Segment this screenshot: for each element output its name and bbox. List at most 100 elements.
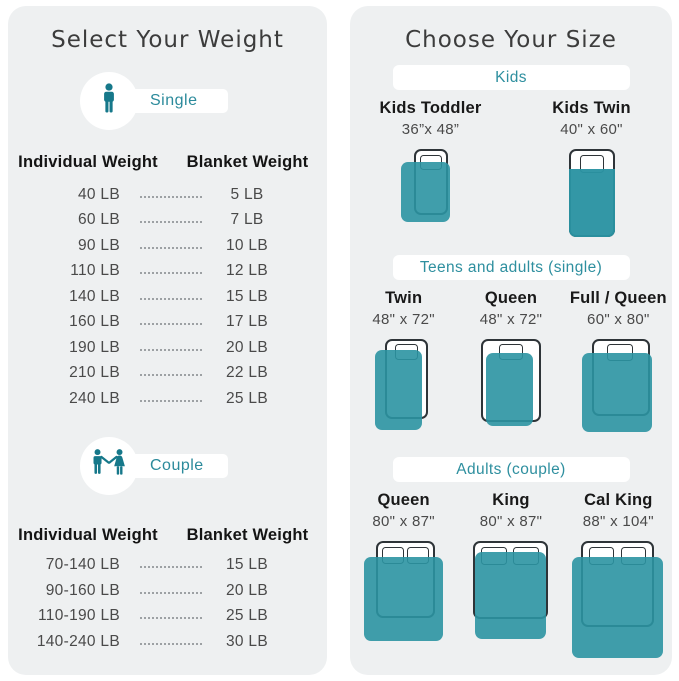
blanket [582,353,653,432]
individual-weight-value: 90 LB [77,236,120,254]
individual-weight-value: 60 LB [77,211,120,229]
table-row: 190 LB 20 LB [8,335,327,361]
bed-illustration [511,149,672,245]
size-dimensions: 36”x 48” [401,121,460,138]
table-row: 210 LB 22 LB [8,361,327,387]
blanket-weight-value: 10 LB [225,236,268,254]
blanket-weight-value: 5 LB [230,185,264,203]
bed-illustration [350,541,457,663]
weight-panel: Select Your Weight Single Individual Wei… [8,6,327,675]
dotted-leader [140,607,202,620]
individual-weight-value: 40 LB [77,185,120,203]
table-row: 90-160 LB 20 LB [8,578,327,604]
size-card-king: King 80" x 87" [457,491,564,663]
blanket-weight-header: Blanket Weight [186,153,309,171]
blanket [568,169,615,237]
bed-illustration [565,339,672,435]
dotted-leader [140,288,202,300]
individual-weight-value: 140-240 LB [36,632,120,650]
size-name: Queen [484,289,538,307]
table-row: 110 LB 12 LB [8,259,327,285]
dotted-leader [140,237,202,249]
size-card-queen-couple: Queen 80" x 87" [350,491,457,663]
dotted-leader [140,339,202,351]
size-name: Queen [377,491,430,509]
individual-weight-header: Individual Weight [18,153,158,171]
bed-illustration [565,541,672,663]
couple-size-cards: Queen 80" x 87" King 80" x 87" Cal King … [350,491,672,663]
size-card-twin: Twin 48" x 72" [350,289,457,435]
size-dimensions: 48" x 72" [372,311,435,328]
couple-weight-table: 70-140 LB 15 LB 90-160 LB 20 LB 110-190 LB… [8,553,327,655]
size-dimensions: 60" x 80" [587,311,650,328]
dotted-leader [140,211,202,224]
single-person-icon [96,82,122,120]
size-card-kids-toddler: Kids Toddler 36”x 48” [350,99,511,245]
blanket [363,557,443,641]
blanket-weight-value: 15 LB [225,556,268,574]
couple-label: Couple [126,453,228,478]
table-row: 160 LB 17 LB [8,310,327,336]
table-row: 140 LB 15 LB [8,284,327,310]
individual-weight-value: 140 LB [69,287,120,305]
single-badge: Single [8,72,327,130]
single-size-cards: Twin 48" x 72" Queen 48" x 72" Full / Qu… [350,289,672,435]
dotted-leader [140,186,202,198]
weight-panel-title: Select Your Weight [51,27,284,53]
size-dimensions: 80" x 87" [372,513,435,530]
size-dimensions: 88" x 104" [582,513,654,530]
blanket-weight-value: 20 LB [225,581,268,599]
size-card-cal-king: Cal King 88" x 104" [565,491,672,663]
couple-table-header: Individual Weight Blanket Weight [8,526,327,545]
dotted-leader [140,556,202,569]
table-row: 70-140 LB 15 LB [8,553,327,579]
kids-banner: Kids [392,65,630,90]
single-table-header: Individual Weight Blanket Weight [8,153,327,172]
kids-size-cards: Kids Toddler 36”x 48” Kids Twin 40" x 60… [350,99,672,245]
size-panel: Choose Your Size Kids Kids Toddler 36”x … [350,6,672,675]
single-weight-table: 40 LB 5 LB 60 LB 7 LB 90 LB 10 LB 110 LB 12 … [8,182,327,412]
table-row: 90 LB 10 LB [8,233,327,259]
adults-couple-banner: Adults (couple) [392,457,630,482]
dotted-leader [140,633,202,645]
table-row: 40 LB 5 LB [8,182,327,208]
dotted-leader [140,364,202,377]
blanket-weight-value: 20 LB [225,338,268,356]
size-dimensions: 40" x 60" [560,121,623,138]
size-dimensions: 48" x 72" [479,311,543,328]
blanket-weight-value: 15 LB [225,287,268,305]
couple-icon [87,448,131,483]
bed-illustration [457,339,564,435]
blanket [400,162,450,222]
individual-weight-value: 110-190 LB [38,607,120,625]
blanket-weight-value: 30 LB [225,632,268,650]
size-card-queen-single: Queen 48" x 72" [457,289,564,435]
single-label: Single [126,89,228,113]
table-row: 60 LB 7 LB [8,208,327,234]
dotted-leader [140,313,202,326]
table-row: 240 LB 25 LB [8,386,327,412]
blanket [474,552,546,639]
size-name: Twin [385,289,423,307]
size-panel-title: Choose Your Size [405,27,617,53]
dotted-leader [140,262,202,275]
individual-weight-value: 110 LB [70,262,120,280]
table-row: 140-240 LB 30 LB [8,629,327,655]
blanket [374,350,422,430]
blanket-weight-value: 7 LB [230,211,264,229]
blanket-weight-value: 12 LB [225,262,268,280]
size-name: Cal King [584,491,653,509]
size-name: Kids Twin [552,99,631,117]
size-name: Kids Toddler [379,99,482,117]
couple-icon-circle [80,436,138,495]
blanket-weight-value: 22 LB [225,364,268,382]
individual-weight-value: 240 LB [69,389,120,407]
size-name: Full / Queen [569,289,667,307]
dotted-leader [140,390,202,402]
single-icon-circle [80,72,138,130]
dotted-leader [140,582,202,594]
blanket [485,353,533,426]
blanket-weight-value: 25 LB [225,607,268,625]
individual-weight-value: 190 LB [69,338,120,356]
bed-illustration [457,541,564,663]
